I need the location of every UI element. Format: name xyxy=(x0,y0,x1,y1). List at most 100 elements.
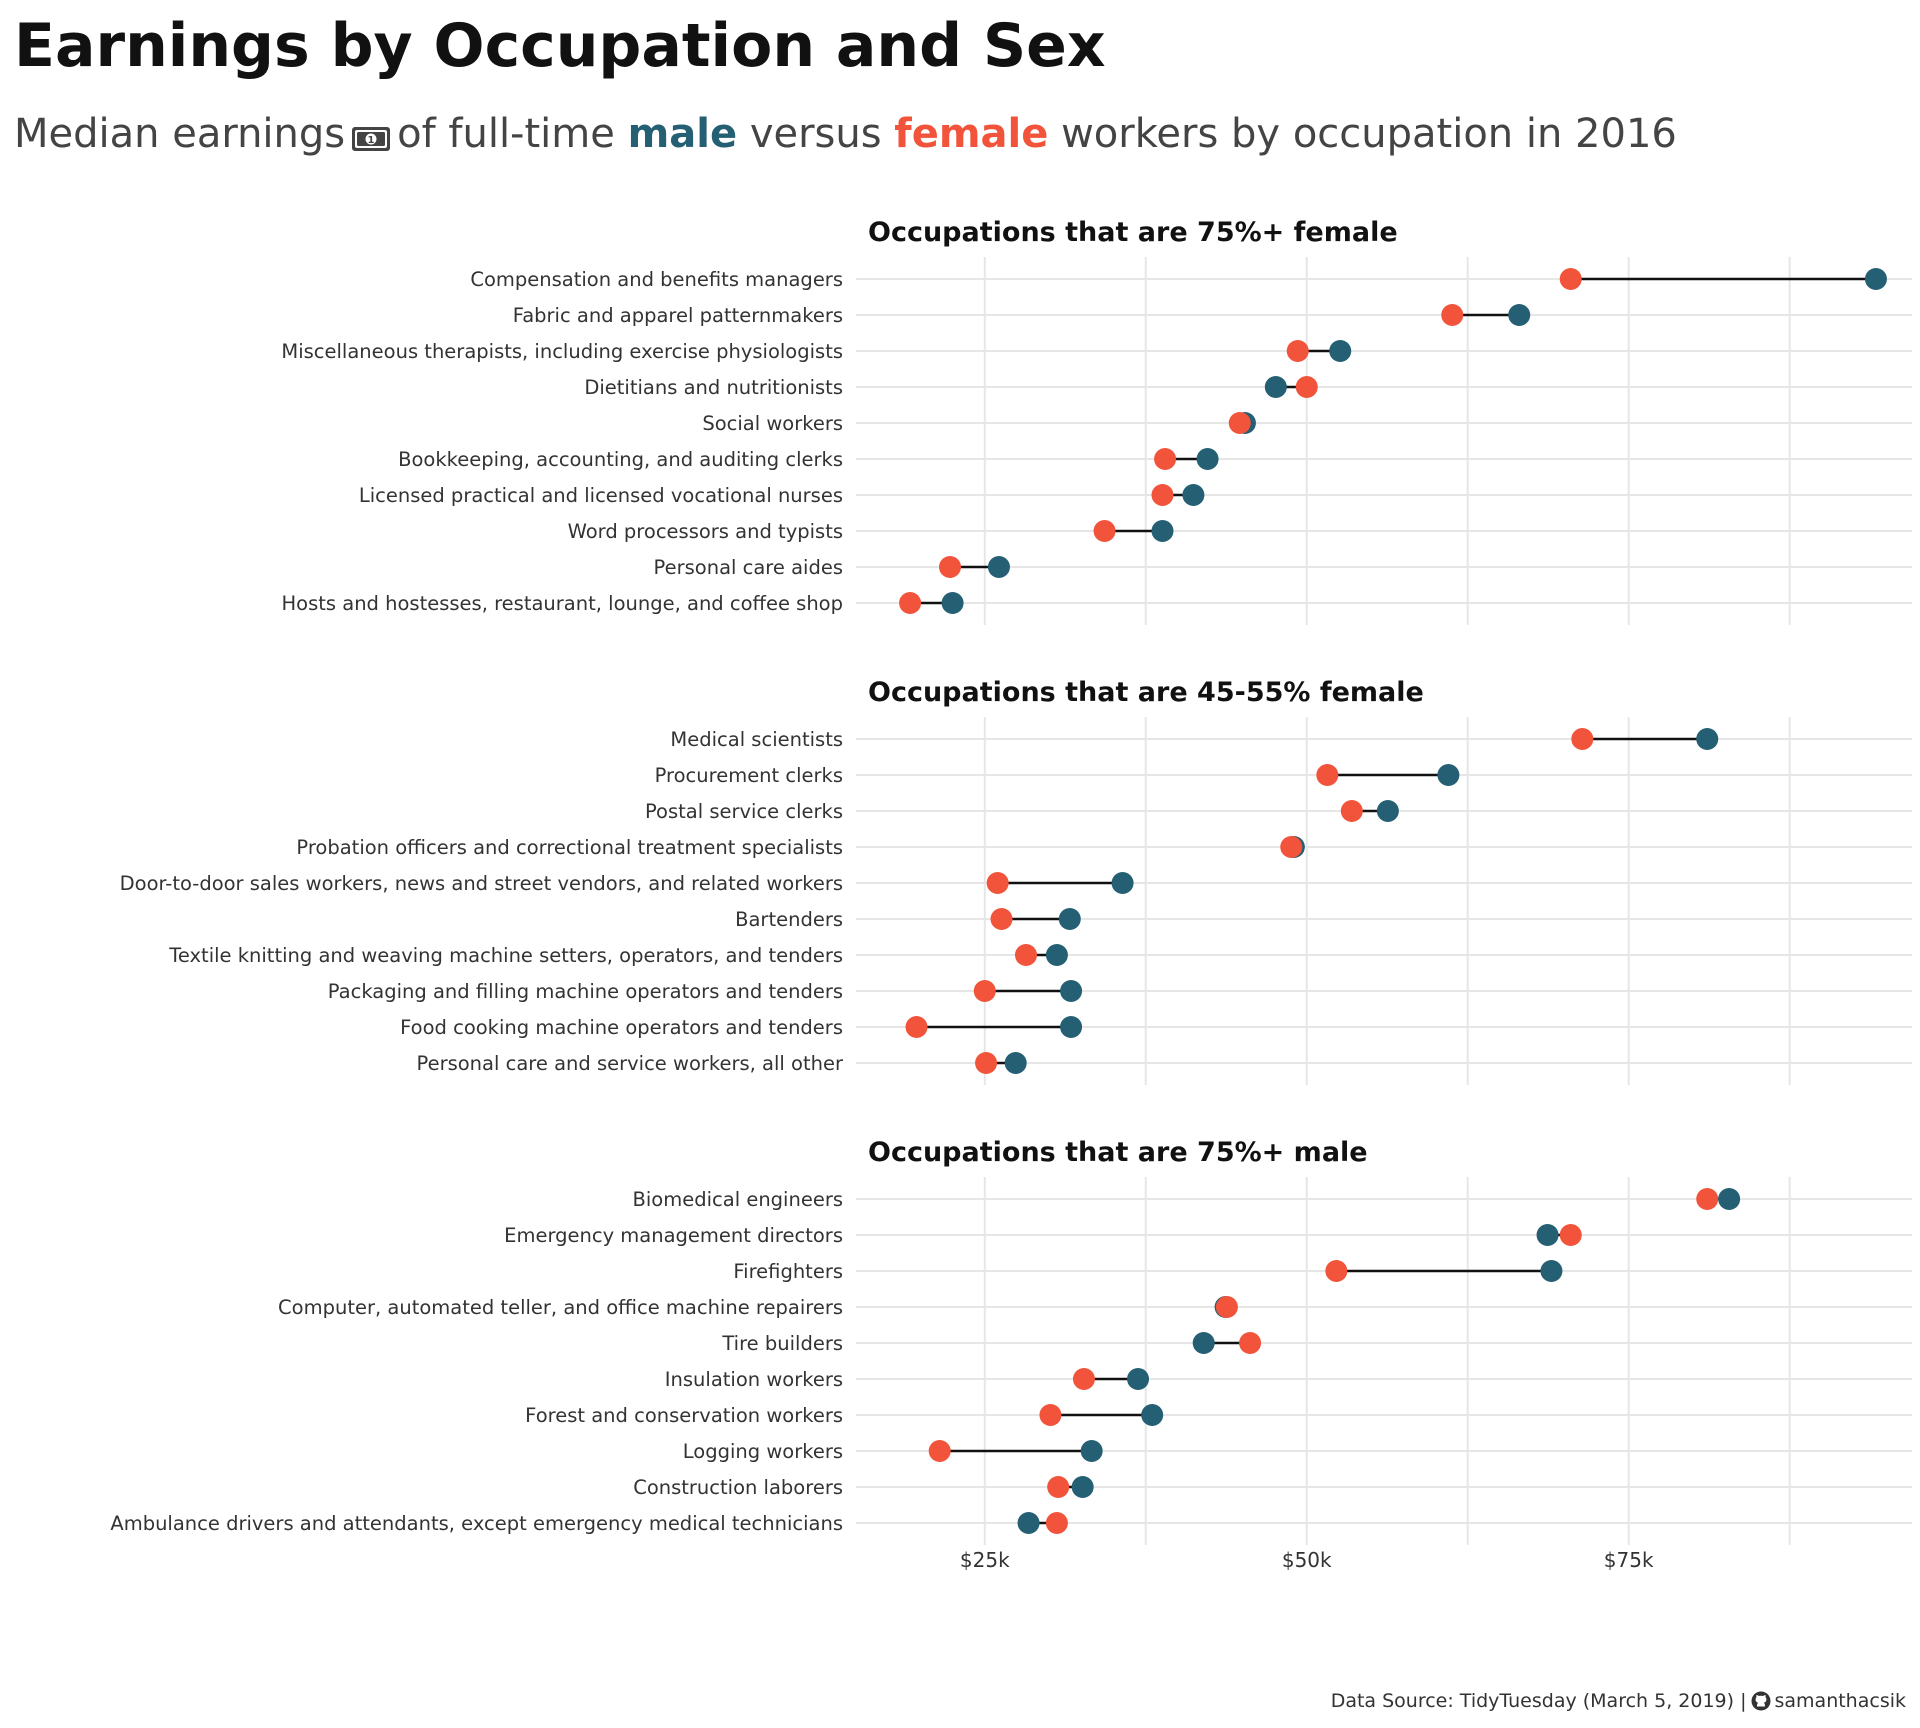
female-earnings-point xyxy=(1215,1296,1238,1318)
male-earnings-point xyxy=(1080,1440,1103,1462)
occupation-label: Fabric and apparel patternmakers xyxy=(513,304,843,327)
male-earnings-point xyxy=(1264,376,1287,398)
dumbbell-chart: Occupations that are 75%+ female Compensa… xyxy=(110,217,1912,1572)
female-earnings-point xyxy=(1154,448,1177,470)
female-earnings-point xyxy=(1295,376,1318,398)
female-earnings-point xyxy=(1280,836,1303,858)
female-earnings-point xyxy=(1559,1224,1582,1246)
female-earnings-point xyxy=(939,556,962,578)
subtitle-mid: of full-time xyxy=(397,111,615,157)
occupation-label: Licensed practical and licensed vocation… xyxy=(359,484,843,507)
female-earnings-point xyxy=(986,872,1009,894)
male-earnings-point xyxy=(1058,908,1081,930)
male-earnings-point xyxy=(1864,268,1887,290)
occupation-label: Hosts and hostesses, restaurant, lounge,… xyxy=(281,592,843,615)
female-earnings-point xyxy=(1045,1512,1068,1534)
female-earnings-point xyxy=(1325,1260,1348,1282)
female-earnings-point xyxy=(1559,268,1582,290)
male-earnings-point xyxy=(1718,1188,1741,1210)
female-earnings-point xyxy=(1039,1404,1062,1426)
occupation-label: Word processors and typists xyxy=(568,520,843,543)
male-earnings-point xyxy=(1141,1404,1164,1426)
male-earnings-point xyxy=(1437,764,1460,786)
occupation-label: Insulation workers xyxy=(665,1368,843,1391)
male-earnings-point xyxy=(1127,1368,1150,1390)
male-earnings-point xyxy=(1696,728,1719,750)
occupation-label: Ambulance drivers and attendants, except… xyxy=(110,1512,843,1535)
occupation-label: Probation officers and correctional trea… xyxy=(296,836,843,859)
subtitle-versus: versus xyxy=(749,111,882,157)
occupation-label: Procurement clerks xyxy=(655,764,843,787)
occupation-label: Computer, automated teller, and office m… xyxy=(278,1296,843,1319)
female-earnings-point xyxy=(1571,728,1594,750)
female-earnings-point xyxy=(899,592,922,614)
female-earnings-point xyxy=(1093,520,1116,542)
female-earnings-point xyxy=(973,980,996,1002)
footer-source: Data Source: TidyTuesday (March 5, 2019)… xyxy=(1330,1690,1747,1712)
occupation-label: Tire builders xyxy=(721,1332,843,1355)
occupation-label: Social workers xyxy=(702,412,843,435)
male-earnings-point xyxy=(1060,1016,1083,1038)
occupation-label: Logging workers xyxy=(683,1440,843,1463)
occupation-label: Bartenders xyxy=(735,908,843,931)
subtitle-suffix: workers by occupation in 2016 xyxy=(1061,111,1677,157)
male-earnings-point xyxy=(1329,340,1352,362)
occupation-label: Firefighters xyxy=(733,1260,843,1283)
occupation-label: Emergency management directors xyxy=(504,1224,843,1247)
dollar-bill-icon: 1 xyxy=(351,110,391,170)
facet-title: Occupations that are 75%+ male xyxy=(868,1137,1368,1168)
chart-subtitle: Median earnings 1 of full-time male versus… xyxy=(14,104,1677,170)
occupation-label: Construction laborers xyxy=(633,1476,843,1499)
subtitle-male-word: male xyxy=(627,111,738,157)
occupation-label: Postal service clerks xyxy=(645,800,843,823)
chart-title: Earnings by Occupation and Sex xyxy=(14,11,1106,81)
footer: Data Source: TidyTuesday (March 5, 2019)… xyxy=(1331,1690,1906,1716)
male-earnings-point xyxy=(1017,1512,1040,1534)
female-earnings-point xyxy=(928,1440,951,1462)
male-earnings-point xyxy=(1192,1332,1215,1354)
female-earnings-point xyxy=(1441,304,1464,326)
occupation-label: Compensation and benefits managers xyxy=(470,268,843,291)
facet-title: Occupations that are 45-55% female xyxy=(868,677,1424,708)
female-earnings-point xyxy=(905,1016,928,1038)
occupation-label: Personal care and service workers, all o… xyxy=(417,1052,844,1075)
male-earnings-point xyxy=(1045,944,1068,966)
occupation-label: Dietitians and nutritionists xyxy=(584,376,843,399)
svg-text:1: 1 xyxy=(368,135,375,146)
female-earnings-point xyxy=(1014,944,1037,966)
female-earnings-point xyxy=(975,1052,998,1074)
subtitle-female-word: female xyxy=(894,111,1049,157)
female-earnings-point xyxy=(1072,1368,1095,1390)
occupation-label: Door-to-door sales workers, news and str… xyxy=(120,872,843,895)
occupation-label: Food cooking machine operators and tende… xyxy=(400,1016,843,1039)
male-earnings-point xyxy=(1196,448,1219,470)
male-earnings-point xyxy=(987,556,1010,578)
female-earnings-point xyxy=(990,908,1013,930)
occupation-label: Textile knitting and weaving machine set… xyxy=(168,944,843,967)
female-earnings-point xyxy=(1151,484,1174,506)
male-earnings-point xyxy=(1182,484,1205,506)
female-earnings-point xyxy=(1340,800,1363,822)
female-earnings-point xyxy=(1316,764,1339,786)
male-earnings-point xyxy=(941,592,964,614)
x-tick-label: $50k xyxy=(1282,1548,1332,1572)
male-earnings-point xyxy=(1060,980,1083,1002)
x-tick-label: $75k xyxy=(1604,1548,1654,1572)
subtitle-prefix: Median earnings xyxy=(14,111,346,157)
male-earnings-point xyxy=(1540,1260,1563,1282)
female-earnings-point xyxy=(1696,1188,1719,1210)
male-earnings-point xyxy=(1111,872,1134,894)
occupation-label: Biomedical engineers xyxy=(633,1188,843,1211)
female-earnings-point xyxy=(1239,1332,1262,1354)
github-icon xyxy=(1751,1691,1771,1716)
female-earnings-point xyxy=(1047,1476,1070,1498)
footer-author: samanthacsik xyxy=(1774,1690,1907,1712)
occupation-label: Miscellaneous therapists, including exer… xyxy=(281,340,843,363)
occupation-label: Medical scientists xyxy=(670,728,843,751)
male-earnings-point xyxy=(1071,1476,1094,1498)
facet-title: Occupations that are 75%+ female xyxy=(868,217,1398,248)
occupation-label: Personal care aides xyxy=(654,556,843,579)
female-earnings-point xyxy=(1286,340,1309,362)
male-earnings-point xyxy=(1536,1224,1559,1246)
occupation-label: Bookkeeping, accounting, and auditing cl… xyxy=(398,448,843,471)
